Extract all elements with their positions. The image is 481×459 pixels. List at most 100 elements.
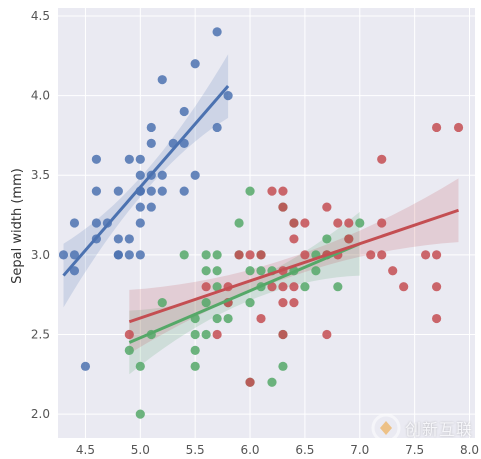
data-point — [234, 250, 244, 260]
data-point — [377, 250, 387, 260]
data-point — [124, 234, 134, 244]
data-point — [146, 122, 156, 133]
data-point — [212, 282, 222, 292]
data-point — [245, 298, 255, 308]
data-point — [157, 298, 167, 308]
data-point — [322, 202, 332, 212]
data-point — [311, 266, 321, 276]
y-tick-label: 2.0 — [31, 407, 50, 421]
data-point — [113, 186, 123, 196]
data-point — [223, 90, 233, 101]
data-point — [212, 27, 222, 37]
data-point — [212, 266, 222, 276]
data-point — [278, 361, 288, 371]
data-point — [135, 202, 145, 212]
data-point — [212, 313, 222, 324]
data-point — [146, 138, 156, 148]
data-point — [135, 154, 145, 164]
data-point — [212, 122, 222, 133]
data-point — [289, 282, 299, 292]
data-point — [267, 377, 277, 387]
data-point — [344, 218, 354, 228]
data-point — [300, 250, 310, 260]
data-point — [190, 361, 200, 371]
y-tick-label: 3.0 — [31, 248, 50, 262]
data-point — [157, 186, 167, 196]
regression-line — [128, 208, 460, 324]
data-point — [91, 186, 102, 196]
data-point — [179, 186, 189, 196]
y-tick-label: 4.0 — [31, 89, 50, 103]
grid-lines — [58, 8, 475, 438]
data-point — [124, 154, 134, 164]
data-point — [69, 218, 80, 228]
data-point — [245, 377, 255, 387]
data-point — [135, 218, 145, 228]
data-point — [212, 329, 222, 340]
data-point — [377, 218, 387, 228]
x-tick-label: 4.5 — [76, 443, 95, 457]
data-point — [431, 122, 442, 133]
data-point — [300, 218, 310, 228]
x-tick-label: 7.0 — [350, 443, 369, 457]
data-point — [190, 59, 200, 69]
data-point — [135, 170, 145, 180]
data-point — [289, 298, 299, 308]
data-point — [431, 313, 442, 324]
data-point — [431, 282, 442, 292]
data-point — [234, 218, 244, 228]
data-point — [190, 345, 200, 356]
data-point — [366, 250, 376, 260]
data-point — [146, 186, 156, 196]
regression-lines — [62, 85, 460, 344]
data-point — [388, 266, 398, 276]
data-point — [190, 170, 200, 180]
data-point — [91, 218, 102, 228]
data-point — [322, 234, 332, 244]
data-point — [245, 266, 255, 276]
data-point — [245, 250, 255, 260]
data-point — [135, 409, 145, 419]
data-point — [278, 202, 288, 212]
data-point — [157, 170, 167, 180]
regression-line — [128, 242, 361, 344]
data-point — [135, 361, 145, 371]
data-point — [135, 250, 145, 260]
data-point — [333, 282, 343, 292]
data-point — [124, 329, 134, 340]
data-point — [124, 345, 134, 356]
data-point — [223, 313, 233, 324]
data-point — [278, 298, 288, 308]
y-tick-label: 4.5 — [31, 9, 50, 23]
data-point — [80, 361, 91, 371]
data-point — [267, 282, 277, 292]
data-point — [113, 234, 123, 244]
data-point — [278, 329, 288, 340]
data-point — [179, 106, 189, 117]
data-point — [289, 234, 299, 244]
data-point — [289, 218, 299, 228]
x-axis-ticks: 4.5 5.0 5.5 6.0 6.5 7.0 7.5 8.0 — [76, 443, 479, 457]
x-tick-label: 7.5 — [405, 443, 424, 457]
y-axis-ticks: 2.0 2.5 3.0 3.5 4.0 4.5 — [31, 9, 50, 421]
data-point — [212, 250, 222, 260]
y-tick-label: 3.5 — [31, 168, 50, 182]
data-point — [179, 250, 189, 260]
data-point — [69, 250, 80, 260]
data-point — [201, 282, 211, 292]
data-point — [58, 250, 69, 260]
data-point — [344, 234, 354, 244]
data-point — [157, 75, 167, 85]
data-point — [453, 122, 464, 133]
x-tick-label: 6.0 — [240, 443, 259, 457]
data-point — [421, 250, 431, 260]
data-point — [399, 282, 409, 292]
y-axis-title: Sepal width (mm) — [10, 168, 25, 284]
data-point — [278, 282, 288, 292]
data-point — [322, 329, 332, 340]
data-point — [201, 250, 211, 260]
data-point — [113, 250, 123, 260]
plot-background — [58, 8, 475, 438]
y-tick-label: 2.5 — [31, 327, 50, 341]
data-point — [278, 186, 288, 196]
